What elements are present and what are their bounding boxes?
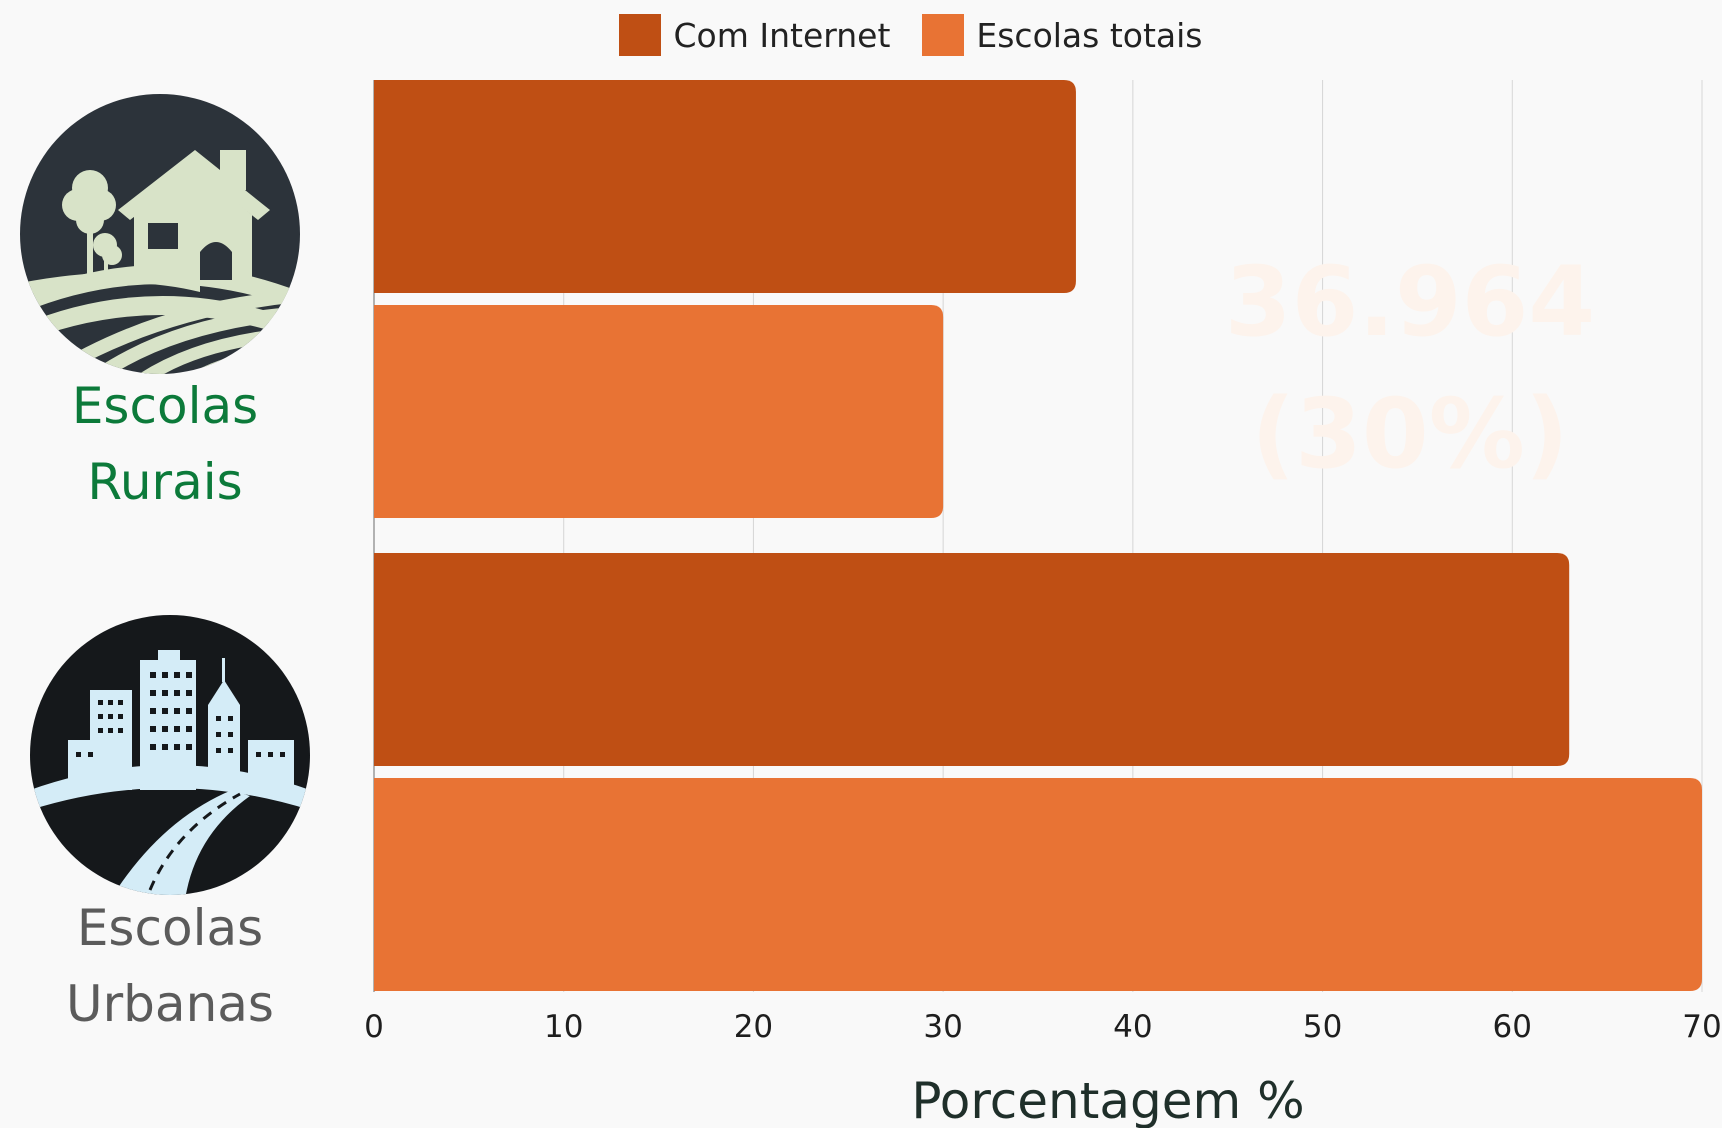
annotation-line-percent: (30%)	[1251, 378, 1569, 490]
x-tick-label-60: 60	[1493, 1009, 1532, 1045]
category-label-urban: Escolas Urbanas	[20, 890, 320, 1042]
x-tick-label-40: 40	[1113, 1009, 1152, 1045]
legend-swatch-com-internet	[619, 14, 662, 56]
legend-label-com-internet: Com Internet	[673, 15, 891, 55]
category-label-rural-line1: Escolas	[71, 377, 259, 435]
city-skyline-road-icon	[30, 615, 310, 895]
x-tick-label-10: 10	[544, 1009, 583, 1045]
x-tick-label-70: 70	[1682, 1009, 1721, 1045]
x-tick-label-50: 50	[1303, 1009, 1342, 1045]
annotation-line-count: 36.964	[1224, 246, 1596, 358]
bar-rural-com-internet	[374, 80, 1076, 293]
bar-urban-com-internet	[374, 553, 1570, 766]
x-tick-label-20: 20	[734, 1009, 773, 1045]
category-label-rural-line2: Rurais	[87, 453, 243, 511]
legend-swatch-escolas-totais	[922, 14, 965, 56]
bar-urban-escolas-totais	[374, 778, 1702, 991]
rural-house-farm-icon	[20, 94, 300, 374]
category-label-urban-line2: Urbanas	[66, 975, 274, 1033]
category-label-rural: Escolas Rurais	[15, 368, 315, 520]
legend-item-com-internet: Com Internet	[619, 14, 890, 56]
x-tick-label-0: 0	[364, 1009, 384, 1045]
bar-rural-escolas-totais	[374, 305, 944, 518]
x-axis-label: Porcentagem %	[911, 1072, 1304, 1128]
x-tick-label-30: 30	[923, 1009, 962, 1045]
chart-annotation: 36.964 (30%)	[1190, 236, 1630, 500]
chart-legend: Com Internet Escolas totais	[0, 14, 1722, 56]
legend-label-escolas-totais: Escolas totais	[976, 15, 1203, 55]
legend-item-escolas-totais: Escolas totais	[922, 14, 1203, 56]
category-label-urban-line1: Escolas	[76, 899, 264, 957]
